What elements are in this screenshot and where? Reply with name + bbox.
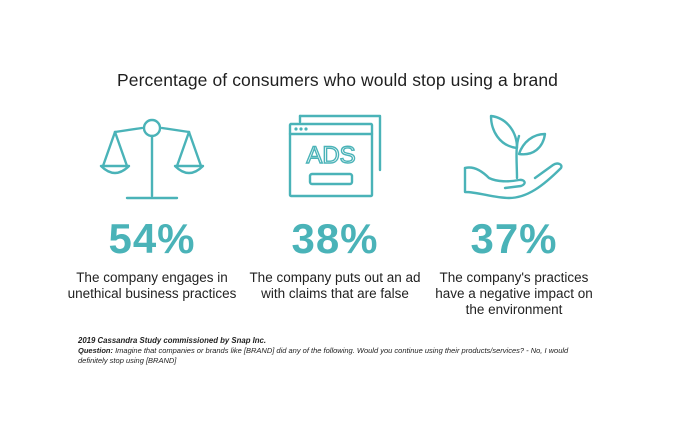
ads-icon-text: ADS bbox=[306, 142, 355, 169]
question-text: Imagine that companies or brands like [B… bbox=[78, 346, 569, 365]
ads-window-icon: ADS bbox=[288, 114, 382, 198]
stat-false-ad-claims: ADS 38% The company puts out an ad with … bbox=[235, 108, 435, 302]
stat-unethical-practices: 54% The company engages in unethical bus… bbox=[52, 108, 252, 302]
stat-value: 38% bbox=[291, 215, 379, 262]
study-credit: 2019 Cassandra Study commissioned by Sna… bbox=[78, 336, 267, 345]
stat-environmental-impact: 37% The company's practices have a negat… bbox=[414, 108, 614, 318]
scales-icon bbox=[99, 118, 205, 200]
survey-question: Question: Imagine that companies or bran… bbox=[78, 346, 598, 366]
question-label: Question: bbox=[78, 346, 113, 355]
stat-description: The company's practices have a negative … bbox=[435, 270, 593, 317]
stat-value: 54% bbox=[108, 215, 196, 262]
chart-title: Percentage of consumers who would stop u… bbox=[116, 70, 559, 90]
stat-description: The company engages in unethical busines… bbox=[67, 270, 237, 301]
stat-description: The company puts out an ad with claims t… bbox=[249, 270, 421, 301]
hand-plant-icon bbox=[463, 114, 563, 200]
stat-value: 37% bbox=[470, 215, 558, 262]
source-note: 2019 Cassandra Study commissioned by Sna… bbox=[78, 336, 598, 366]
